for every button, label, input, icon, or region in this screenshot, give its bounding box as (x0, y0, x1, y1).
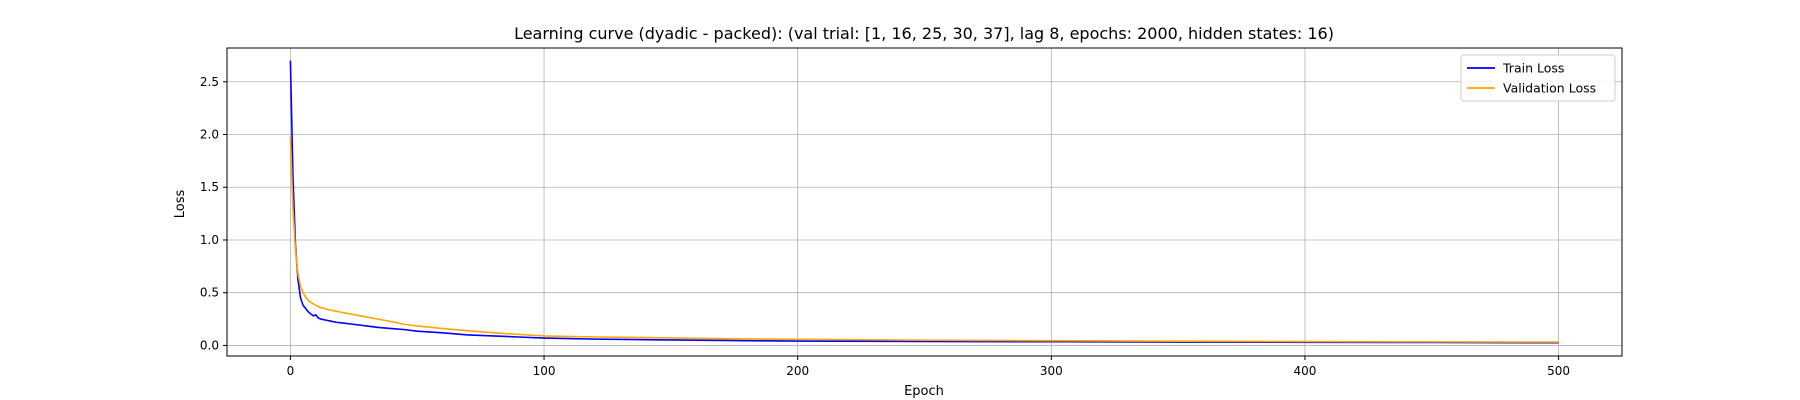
legend-box (1460, 54, 1616, 102)
series-line-validation-loss (289, 136, 1559, 343)
plot-frame (226, 47, 1623, 357)
legend: Train Loss Validation Loss (1460, 54, 1616, 102)
axis-ticks: 0 100 200 300 400 500 0.0 0.5 1.0 1.5 2.0 2.5 (200, 75, 1570, 378)
x-tick-label: 100 (533, 364, 556, 378)
x-tick-label: 300 (1040, 364, 1063, 378)
legend-label: Validation Loss (1503, 81, 1596, 96)
series-layer (289, 60, 1559, 344)
x-axis-label: Epoch (904, 384, 944, 399)
y-tick-label: 1.0 (200, 233, 219, 247)
y-tick-label: 2.5 (200, 75, 219, 89)
chart-title: Learning curve (dyadic - packed): (val t… (514, 24, 1334, 43)
y-tick-label: 1.5 (200, 180, 219, 194)
y-tick-label: 0.0 (200, 338, 219, 352)
x-tick-label: 500 (1547, 364, 1570, 378)
y-tick-label: 0.5 (200, 286, 219, 300)
x-tick-label: 0 (287, 364, 295, 378)
x-tick-label: 400 (1294, 364, 1317, 378)
grid-lines (227, 48, 1622, 356)
y-axis-label: Loss (173, 190, 188, 219)
series-line-train-loss (289, 60, 1559, 344)
x-tick-label: 200 (786, 364, 809, 378)
y-tick-label: 2.0 (200, 127, 219, 141)
legend-label: Train Loss (1502, 61, 1564, 76)
